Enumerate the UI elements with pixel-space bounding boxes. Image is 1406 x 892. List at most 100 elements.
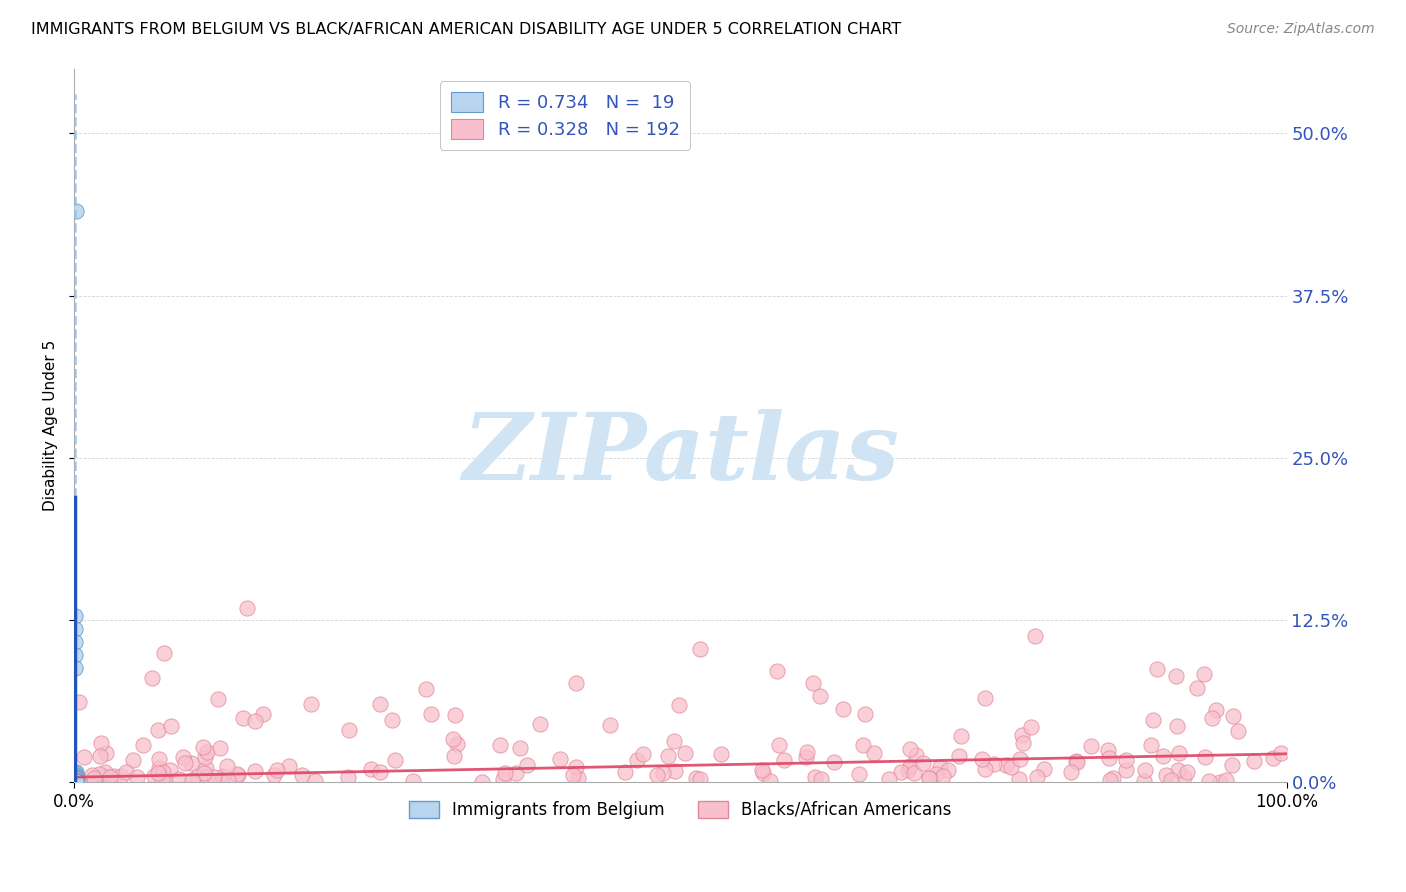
Point	[225, 767, 247, 781]
Point	[152, 765, 174, 780]
Point	[668, 698, 690, 713]
Point	[301, 697, 323, 711]
Point	[65, 648, 87, 662]
Point	[1166, 669, 1188, 683]
Point	[1008, 772, 1031, 786]
Point	[1097, 742, 1119, 756]
Point	[384, 754, 406, 768]
Point	[209, 774, 232, 789]
Point	[796, 745, 818, 759]
Point	[1154, 768, 1177, 782]
Point	[195, 745, 218, 759]
Point	[443, 748, 465, 763]
Point	[852, 738, 875, 752]
Point	[181, 773, 204, 788]
Point	[489, 738, 512, 752]
Point	[65, 774, 87, 789]
Point	[974, 691, 997, 706]
Point	[613, 765, 636, 780]
Point	[228, 768, 250, 782]
Point	[150, 772, 173, 787]
Point	[1187, 681, 1209, 696]
Point	[1115, 753, 1137, 767]
Point	[65, 764, 87, 779]
Point	[1146, 662, 1168, 676]
Point	[995, 757, 1018, 772]
Point	[90, 736, 112, 750]
Point	[87, 767, 110, 781]
Point	[63, 772, 86, 787]
Point	[751, 763, 773, 777]
Point	[1012, 736, 1035, 750]
Point	[505, 766, 527, 780]
Point	[420, 706, 443, 721]
Point	[710, 747, 733, 761]
Point	[1226, 723, 1249, 738]
Point	[195, 770, 218, 784]
Point	[848, 767, 870, 781]
Point	[93, 764, 115, 779]
Point	[911, 756, 934, 771]
Point	[115, 764, 138, 779]
Y-axis label: Disability Age Under 5: Disability Age Under 5	[44, 340, 58, 511]
Point	[152, 647, 174, 661]
Point	[1167, 763, 1189, 777]
Point	[808, 689, 831, 703]
Point	[929, 760, 952, 774]
Point	[194, 760, 217, 774]
Point	[186, 770, 208, 784]
Point	[336, 771, 359, 785]
Point	[471, 775, 494, 789]
Point	[193, 766, 215, 780]
Point	[153, 772, 176, 787]
Point	[1243, 754, 1265, 768]
Point	[898, 742, 921, 756]
Point	[1059, 765, 1081, 780]
Point	[1080, 739, 1102, 753]
Point	[529, 717, 551, 731]
Point	[159, 719, 181, 733]
Point	[1270, 746, 1292, 760]
Point	[1115, 764, 1137, 778]
Point	[444, 708, 467, 723]
Point	[494, 765, 516, 780]
Point	[65, 774, 87, 789]
Point	[565, 760, 588, 774]
Point	[903, 765, 925, 780]
Point	[853, 706, 876, 721]
Point	[132, 738, 155, 752]
Point	[509, 741, 531, 756]
Point	[1064, 754, 1087, 768]
Point	[236, 601, 259, 615]
Point	[1026, 770, 1049, 784]
Point	[1133, 763, 1156, 777]
Point	[1160, 772, 1182, 787]
Point	[80, 774, 103, 789]
Point	[918, 771, 941, 785]
Point	[65, 661, 87, 675]
Point	[768, 738, 790, 752]
Point	[1192, 666, 1215, 681]
Point	[1024, 629, 1046, 643]
Point	[685, 771, 707, 785]
Point	[1198, 773, 1220, 788]
Point	[626, 753, 648, 767]
Point	[127, 770, 149, 784]
Point	[83, 771, 105, 785]
Point	[898, 759, 921, 773]
Point	[1011, 728, 1033, 742]
Point	[337, 723, 360, 738]
Point	[215, 759, 238, 773]
Point	[765, 664, 787, 678]
Point	[65, 770, 87, 784]
Point	[1000, 759, 1022, 773]
Point	[1205, 703, 1227, 717]
Point	[441, 732, 464, 747]
Point	[94, 769, 117, 783]
Point	[63, 635, 86, 649]
Point	[890, 764, 912, 779]
Point	[1010, 752, 1032, 766]
Point	[516, 758, 538, 772]
Point	[877, 772, 900, 786]
Point	[1099, 773, 1122, 788]
